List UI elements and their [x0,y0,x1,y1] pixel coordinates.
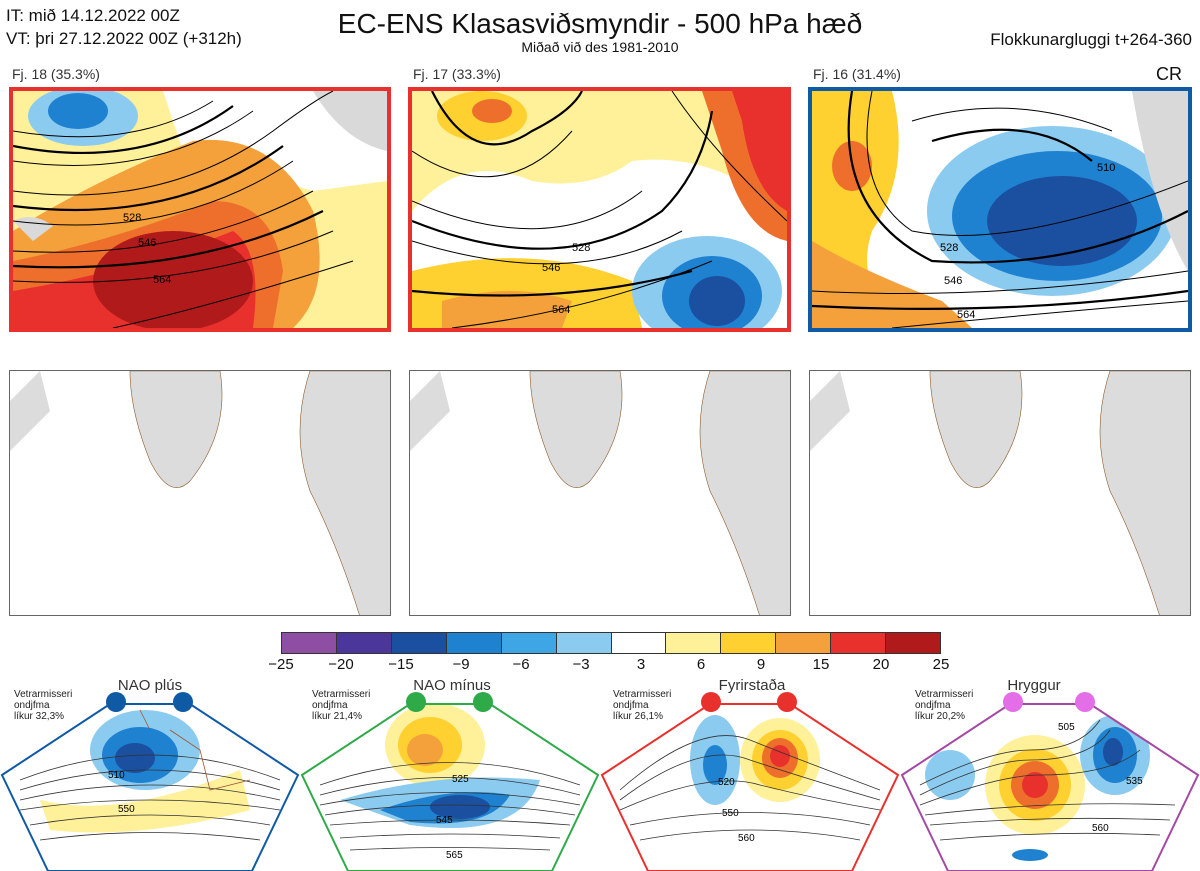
empty-map-2 [409,370,791,616]
colorbar-bin [556,633,612,653]
colorbar-ticks: −25 −20 −15 −9 −6 −3 3 6 9 15 20 25 [0,656,1200,676]
valid-time: VT: þri 27.12.2022 00Z (+312h) [6,29,242,48]
regime-4-note: Vetrarmisseri ondjfma líkur 20,2% [915,689,974,722]
colorbar-tick: −25 [268,656,294,673]
svg-text:546: 546 [944,275,962,287]
regime-2-title: NAO mínus [413,677,491,694]
classification-window: Flokkunargluggi t+264-360 [990,30,1192,49]
contour-label: 560 [738,833,755,844]
colorbar-bin [886,633,941,653]
colorbar-bin [446,633,502,653]
contour-label: 510 [108,770,125,781]
colorbar-bin [336,633,392,653]
cluster-map-2[interactable]: 528 546 564 [408,87,791,332]
svg-text:510: 510 [1097,162,1115,174]
colorbar-tick: 9 [756,656,766,673]
init-time: IT: mið 14.12.2022 00Z [6,6,180,25]
colorbar-bin [721,633,777,653]
colorbar-bin [391,633,447,653]
regime-3-title: Fyrirstaða [718,677,786,694]
colorbar-bin [501,633,557,653]
cluster-map-1[interactable]: 528 546 564 [9,87,391,332]
svg-text:564: 564 [957,309,975,321]
regime-4-title: Hryggur [1007,677,1061,694]
regime-3-note: Vetrarmisseri ondjfma líkur 26,1% [613,689,672,722]
contour-label: 525 [452,774,469,785]
contour-label: 535 [1126,776,1143,787]
regime-map-nao-minus[interactable]: 525 545 565 [300,690,600,871]
cluster-map-3[interactable]: 510 528 546 564 [808,87,1192,332]
colorbar-tick: −3 [572,656,590,673]
colorbar-bin [776,633,832,653]
colorbar-tick: −20 [328,656,354,673]
regime-1-note: Vetrarmisseri ondjfma líkur 32,3% [14,689,73,722]
svg-text:564: 564 [153,274,171,286]
regime-map-ridge[interactable]: 505 535 560 [900,690,1200,871]
colorbar-bin [282,633,337,653]
ridge-marker-icon [1075,692,1095,712]
colorbar-tick: −6 [512,656,530,673]
empty-map-3 [809,370,1191,616]
regime-1-title: NAO plús [117,677,183,694]
page-subtitle: Miðað við des 1981-2010 [521,39,679,55]
colorbar-bin [666,633,722,653]
svg-text:546: 546 [542,262,560,274]
panel-2-label: Fj. 17 (33.3%) [413,66,501,82]
blocking-marker-icon [777,692,797,712]
svg-text:528: 528 [123,212,141,224]
colorbar [281,632,941,654]
panel-1-label: Fj. 18 (35.3%) [12,66,100,82]
blocking-marker-icon [701,692,721,712]
run-info: IT: mið 14.12.2022 00Z VT: þri 27.12.202… [6,4,242,50]
colorbar-tick: −9 [452,656,470,673]
contour-label: 550 [118,804,135,815]
panel-3-label: Fj. 16 (31.4%) [813,66,901,82]
nao-minus-marker-icon [473,692,493,712]
panel-3-tag: CR [1156,64,1182,84]
empty-map-1 [9,370,391,616]
contour-label: 520 [718,777,735,788]
contour-label: 505 [1058,722,1075,733]
svg-text:528: 528 [940,242,958,254]
contour-label: 545 [436,815,453,826]
nao-minus-marker-icon [406,692,426,712]
colorbar-tick: −15 [388,656,414,673]
svg-text:564: 564 [552,304,570,316]
regime-map-nao-plus[interactable]: 510 550 [0,690,300,871]
colorbar-bin [831,633,887,653]
colorbar-tick: 3 [636,656,646,673]
contour-label: 550 [722,808,739,819]
page-title: EC-ENS Klasasviðsmyndir - 500 hPa hæð [337,8,863,39]
regime-map-blocking[interactable]: 520 550 560 [600,690,900,871]
colorbar-tick: 6 [696,656,706,673]
colorbar-tick: 25 [932,656,950,673]
nao-plus-marker-icon [106,692,126,712]
regime-2-note: Vetrarmisseri ondjfma líkur 21,4% [312,689,371,722]
colorbar-tick: 15 [812,656,830,673]
contour-label: 565 [446,850,463,861]
svg-text:528: 528 [572,242,590,254]
ridge-marker-icon [1003,692,1023,712]
colorbar-tick: 20 [872,656,890,673]
svg-text:546: 546 [138,237,156,249]
colorbar-bin [611,633,667,653]
contour-label: 560 [1092,823,1109,834]
nao-plus-marker-icon [173,692,193,712]
